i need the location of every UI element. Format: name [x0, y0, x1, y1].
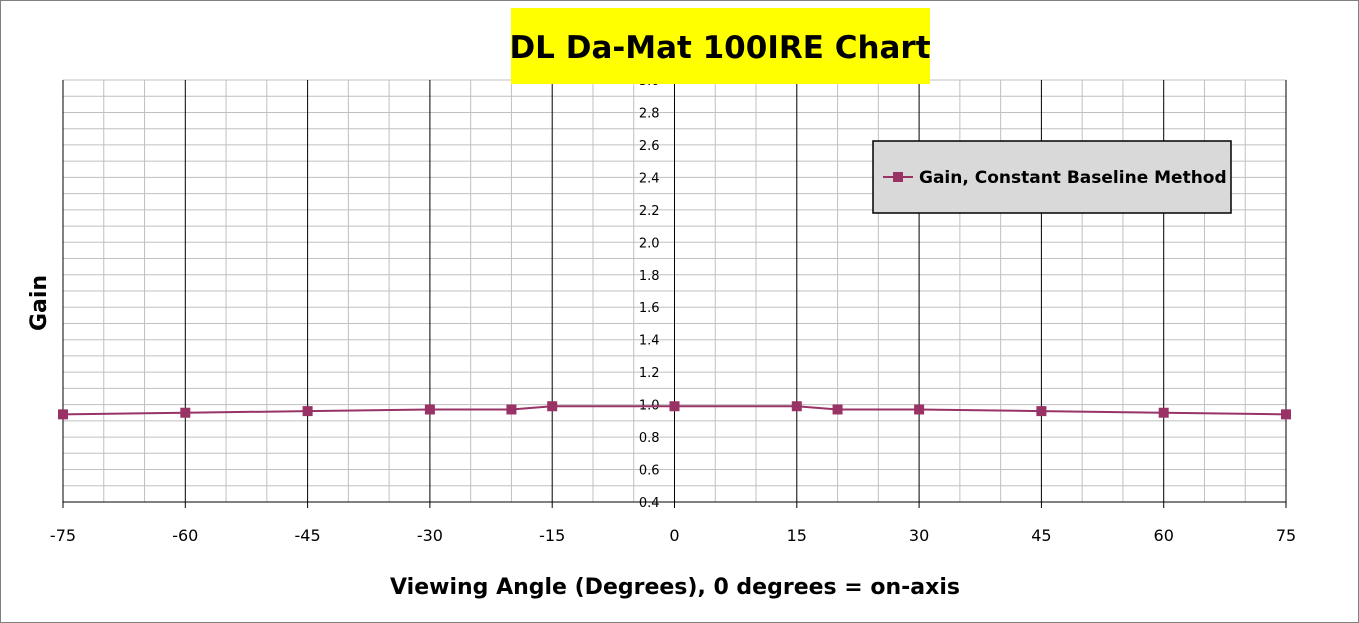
legend-series-marker	[893, 172, 903, 182]
y-tick-label: 2.4	[639, 171, 660, 186]
y-tick-label: 1.4	[639, 334, 660, 349]
data-point-marker	[302, 406, 313, 417]
y-tick-label: 0.4	[639, 496, 660, 511]
x-tick-label: 15	[787, 526, 807, 545]
x-axis-title: Viewing Angle (Degrees), 0 degrees = on-…	[390, 575, 960, 600]
data-point-marker	[669, 401, 680, 412]
x-tick-label: 0	[669, 526, 679, 545]
data-point-marker	[547, 401, 558, 412]
y-axis-title: Gain	[27, 275, 52, 331]
data-point-marker	[1036, 406, 1047, 417]
x-tick-label: 45	[1031, 526, 1051, 545]
y-tick-label: 2.8	[639, 106, 660, 121]
data-point-marker	[180, 407, 191, 418]
x-tick-label: -60	[172, 526, 198, 545]
x-tick-label: -15	[539, 526, 565, 545]
y-tick-label: 0.6	[639, 464, 660, 479]
y-tick-label: 0.8	[639, 431, 660, 446]
series-layer	[58, 401, 1291, 420]
data-point-marker	[506, 404, 517, 415]
y-tick-label: 1.6	[639, 301, 660, 316]
x-tick-label: -30	[417, 526, 443, 545]
data-point-marker	[1158, 407, 1169, 418]
grid-layer	[62, 79, 1287, 508]
data-point-marker	[424, 404, 435, 415]
x-tick-label: 30	[909, 526, 929, 545]
legend-box	[872, 140, 1232, 214]
data-point-marker	[791, 401, 802, 412]
data-point-marker	[914, 404, 925, 415]
y-tick-layer: 0.40.60.81.01.21.41.61.82.02.22.42.62.83…	[639, 74, 660, 511]
x-tick-label: -75	[50, 526, 76, 545]
legend: Gain, Constant Baseline Method	[872, 140, 1232, 214]
y-tick-label: 1.2	[639, 366, 660, 381]
x-tick-label: 60	[1154, 526, 1174, 545]
y-tick-label: 1.8	[639, 269, 660, 284]
x-tick-label: 75	[1276, 526, 1296, 545]
legend-series-label: Gain, Constant Baseline Method	[919, 168, 1227, 188]
data-point-marker	[58, 409, 68, 420]
data-point-marker	[832, 404, 843, 415]
x-tick-label: -45	[295, 526, 321, 545]
x-tick-layer: -75 -60 -45 -30 -15 0 15 30 45 60 75	[50, 526, 1296, 545]
chart-title: DL Da-Mat 100IRE Chart	[509, 30, 930, 66]
chart-title-box: DL Da-Mat 100IRE Chart	[509, 8, 931, 84]
y-tick-label: 2.2	[639, 204, 660, 219]
y-tick-label: 2.0	[639, 236, 660, 251]
data-point-marker	[1281, 409, 1291, 420]
chart-title-background	[511, 8, 930, 84]
y-tick-label: 2.6	[639, 139, 660, 154]
